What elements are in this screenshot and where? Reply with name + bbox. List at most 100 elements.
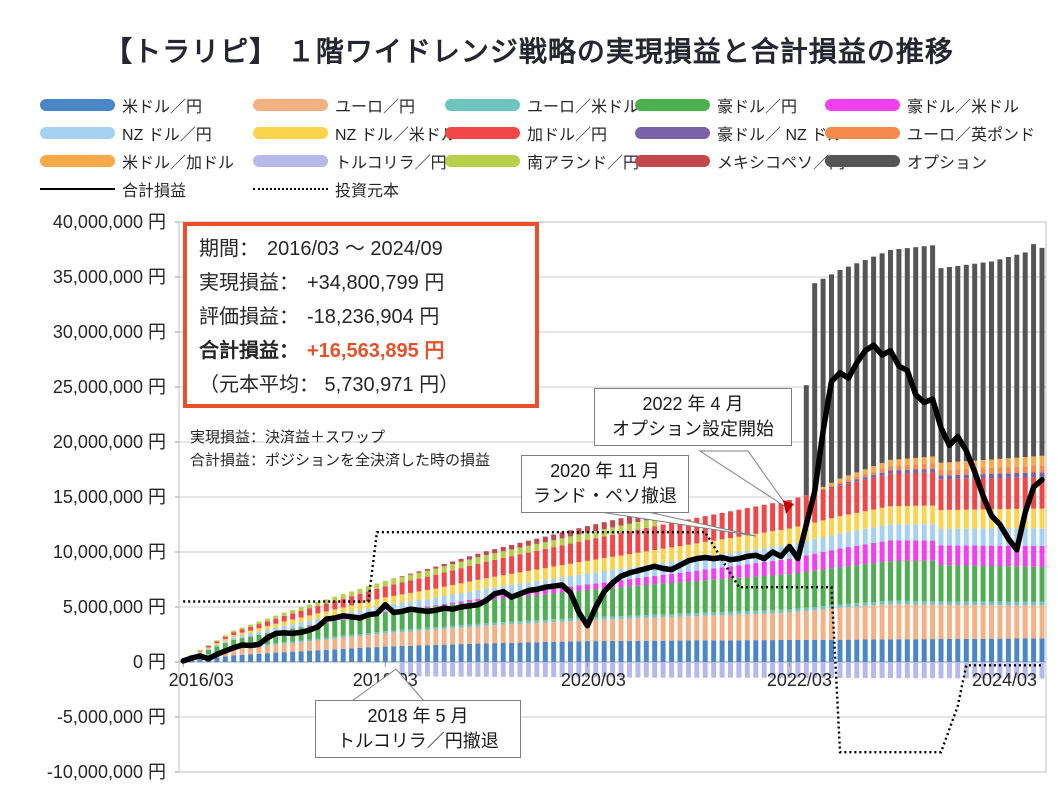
note-total: 合計損益：ポジションを全決済した時の損益 xyxy=(190,452,491,469)
red-arrow-marker xyxy=(783,500,794,514)
legend-swatch-nzd-jpy xyxy=(40,127,115,139)
page-title: 【トラリピ】 １階ワイドレンジ戦略の実現損益と合計損益の推移 xyxy=(104,36,954,67)
note-realized: 実現損益：決済益＋スワップ xyxy=(190,429,386,446)
legend-swatch-mxn-jpy xyxy=(635,155,710,167)
legend-swatch-eur-jpy xyxy=(253,99,328,111)
x-tick-2024-03: 2024/03 xyxy=(972,670,1037,690)
summary-principal-avg: （元本平均： 5,730,971 円） xyxy=(199,374,460,396)
series-aud-nzd xyxy=(812,468,1045,493)
legend-item-eur-usd: ユーロ／米ドル xyxy=(445,95,640,116)
legend-item-invested-principal: 投資元本 xyxy=(253,179,400,200)
legend-swatch-aud-jpy xyxy=(635,99,710,111)
series-zar-jpy xyxy=(180,518,658,660)
legend-label-usd-jpy: 米ドル／円 xyxy=(122,99,203,116)
legend-line-swatch-invested-principal xyxy=(253,188,328,190)
legend-line-swatch-total-profit xyxy=(40,188,115,190)
x-tick-2016-03: 2016/03 xyxy=(169,670,234,690)
legend-swatch-usd-jpy xyxy=(40,99,115,111)
legend-item-total-profit: 合計損益 xyxy=(40,179,186,200)
total-value: +16,563,895 円 xyxy=(307,340,445,362)
annotation-rand-peso-line2: ランド・ペソ撤退 xyxy=(533,486,677,507)
annotation-rand-peso-line1: 2020 年 11 月 xyxy=(550,461,660,481)
annotation-option-start-line1: 2022 年 4 月 xyxy=(642,394,744,414)
legend-swatch-eur-usd xyxy=(445,99,520,111)
summary-total: 合計損益： +16,563,895 円 xyxy=(199,334,535,368)
series-aud-usd xyxy=(206,540,1045,650)
series-eur-usd xyxy=(180,600,1045,661)
chart-notes: 実現損益：決済益＋スワップ 合計損益：ポジションを全決済した時の損益 xyxy=(190,426,490,472)
total-label: 合計損益： xyxy=(199,340,299,362)
series-cad-jpy xyxy=(189,472,1045,656)
legend-item-nzd-jpy: NZ ドル／円 xyxy=(40,123,212,144)
y-tick-40m: 40,000,000 円 xyxy=(53,212,166,232)
legend-swatch-aud-nzd xyxy=(635,127,710,139)
legend-item-usd-jpy: 米ドル／円 xyxy=(40,95,203,116)
legend-swatch-aud-usd xyxy=(825,99,900,111)
x-tick-2022-03: 2022/03 xyxy=(767,670,832,690)
summary-valuation: 評価損益： -18,236,904 円 xyxy=(199,300,535,334)
y-tick-25m: 25,000,000 円 xyxy=(53,377,166,397)
legend-item-try-jpy: トルコリラ／円 xyxy=(253,151,447,172)
legend-swatch-cad-jpy xyxy=(445,127,520,139)
summary-info-box: 期間： 2016/03 ～ 2024/09 実現損益： +34,800,799 円 … xyxy=(183,222,539,408)
legend-label-aud-nzd: 豪ドル／ NZ ドル xyxy=(717,127,844,144)
y-tick-10m: 10,000,000 円 xyxy=(53,542,166,562)
legend-label-zar-jpy: 南アランド／円 xyxy=(527,155,640,172)
legend-swatch-eur-gbp xyxy=(825,127,900,139)
annotation-option-start: 2022 年 4 月 オプション設定開始 xyxy=(594,388,792,447)
annotation-try-exit-line1: 2018 年 5 月 xyxy=(367,706,469,726)
legend-item-aud-jpy: 豪ドル／円 xyxy=(635,95,797,116)
annotation-try-exit-line2: トルコリラ／円撤退 xyxy=(337,731,499,752)
legend-label-aud-usd: 豪ドル／米ドル xyxy=(907,99,1020,116)
summary-realized: 実現損益： +34,800,799 円 xyxy=(199,266,535,300)
legend-label-invested-principal: 投資元本 xyxy=(335,183,400,200)
legend-label-eur-gbp: ユーロ／英ポンド xyxy=(907,127,1036,144)
y-tick-15m: 15,000,000 円 xyxy=(53,487,166,507)
x-tick-2020-03: 2020/03 xyxy=(561,670,626,690)
legend-label-usd-cad: 米ドル／加ドル xyxy=(122,155,235,172)
y-tick-20m: 20,000,000 円 xyxy=(53,432,166,452)
series-try-jpy xyxy=(399,662,1045,679)
valuation-label: 評価損益： xyxy=(199,306,299,328)
legend-swatch-nzd-usd xyxy=(253,127,328,139)
annotation-option-start-line2: オプション設定開始 xyxy=(612,419,774,440)
period-label: 期間： xyxy=(199,238,259,260)
legend-item-eur-gbp: ユーロ／英ポンド xyxy=(825,123,1036,144)
legend-label-eur-usd: ユーロ／米ドル xyxy=(527,99,640,116)
legend-label-mxn-jpy: メキシコペソ／円 xyxy=(717,155,846,172)
legend-item-aud-usd: 豪ドル／米ドル xyxy=(825,95,1020,116)
series-usd-jpy xyxy=(180,638,1045,663)
legend-label-try-jpy: トルコリラ／円 xyxy=(335,155,447,172)
legend-swatch-option xyxy=(825,155,900,167)
legend-label-cad-jpy: 加ドル／円 xyxy=(527,127,608,144)
legend-label-nzd-jpy: NZ ドル／円 xyxy=(122,127,212,144)
summary-period: 期間： 2016/03 ～ 2024/09 xyxy=(199,232,535,266)
legend-item-eur-jpy: ユーロ／円 xyxy=(253,95,415,116)
legend-item-cad-jpy: 加ドル／円 xyxy=(445,123,608,144)
legend-swatch-try-jpy xyxy=(253,155,328,167)
period-value: 2016/03 ～ 2024/09 xyxy=(267,238,443,260)
legend-swatch-usd-cad xyxy=(40,155,115,167)
y-axis-labels: -10,000,000 円 -5,000,000 円 0 円 5,000,000 円 1… xyxy=(47,212,166,782)
legend-label-nzd-usd: NZ ドル／米ドル xyxy=(335,127,457,144)
annotation-rand-peso-exit: 2020 年 11 月 ランド・ペソ撤退 xyxy=(521,455,689,514)
annotation-try-exit: 2018 年 5 月 トルコリラ／円撤退 xyxy=(315,700,521,759)
realized-label: 実現損益： xyxy=(199,272,299,294)
legend-label-option: オプション xyxy=(907,155,988,172)
y-tick-0m: 0 円 xyxy=(133,652,166,672)
legend-item-aud-nzd: 豪ドル／ NZ ドル xyxy=(635,123,844,144)
total-profit-line xyxy=(180,342,1045,664)
y-tick-35m: 35,000,000 円 xyxy=(53,267,166,287)
legend-item-nzd-usd: NZ ドル／米ドル xyxy=(253,123,457,144)
y-tick-5m: 5,000,000 円 xyxy=(63,597,166,617)
series-mxn-jpy xyxy=(391,510,658,579)
valuation-value: -18,236,904 円 xyxy=(307,306,440,328)
legend-item-usd-cad: 米ドル／加ドル xyxy=(40,151,235,172)
legend-swatch-zar-jpy xyxy=(445,155,520,167)
legend-item-option: オプション xyxy=(825,151,988,172)
y-tick--10m: -10,000,000 円 xyxy=(47,762,166,782)
series-nzd-usd xyxy=(189,505,1045,657)
legend-item-zar-jpy: 南アランド／円 xyxy=(445,151,640,172)
y-tick--5m: -5,000,000 円 xyxy=(57,707,166,727)
